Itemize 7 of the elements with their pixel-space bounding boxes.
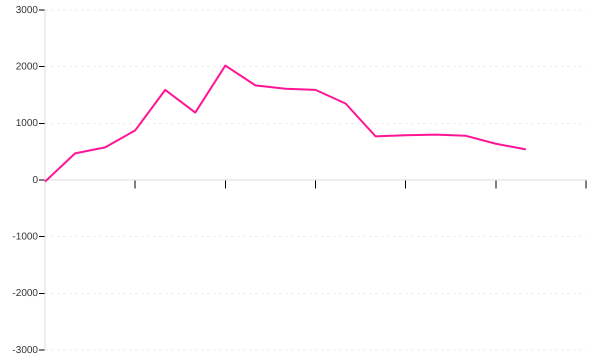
y-tick-label: -2000: [12, 288, 38, 300]
y-tick-label: 2000: [16, 61, 38, 72]
y-tick-label: 0: [32, 174, 38, 186]
y-tick-label: -3000: [12, 344, 38, 356]
y-tick-label: 1000: [16, 118, 38, 130]
y-tick-label: -1000: [12, 231, 38, 242]
y-tick-label: 3000: [16, 4, 38, 16]
